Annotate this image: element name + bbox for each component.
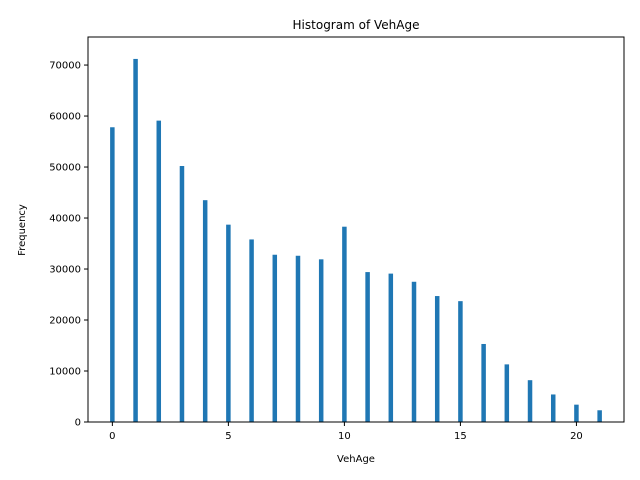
y-tick-label: 20000	[49, 316, 81, 327]
y-axis-ticks: 0 10000 20000 30000 40000 50000 60000 70000	[49, 61, 88, 429]
y-tick-label: 10000	[49, 367, 81, 378]
bar-vehage-3	[179, 166, 185, 422]
bar-vehage-19	[550, 394, 556, 422]
bar-vehage-1	[133, 58, 138, 423]
bar-vehage-18	[527, 380, 533, 422]
bar-vehage-5	[226, 224, 231, 422]
y-tick-label: 0	[75, 418, 81, 429]
bar-vehage-14	[434, 296, 440, 422]
bar-vehage-8	[295, 255, 301, 422]
y-tick-label: 30000	[49, 265, 81, 276]
chart-title: Histogram of VehAge	[293, 18, 420, 32]
bars-group	[110, 58, 602, 423]
bar-vehage-16	[481, 343, 486, 422]
x-tick-label: 15	[454, 431, 467, 442]
bar-vehage-15	[458, 301, 463, 422]
y-axis-label: Frequency	[17, 204, 28, 256]
y-tick-label: 50000	[49, 163, 81, 174]
y-tick-label: 60000	[49, 112, 81, 123]
bar-vehage-12	[388, 273, 394, 422]
x-tick-label: 20	[570, 431, 583, 442]
x-tick-label: 5	[225, 431, 231, 442]
x-tick-label: 0	[109, 431, 115, 442]
bar-vehage-2	[156, 120, 162, 422]
bar-vehage-9	[318, 259, 324, 422]
x-axis-label: VehAge	[337, 454, 375, 465]
bar-vehage-0	[110, 127, 115, 422]
bar-vehage-7	[272, 254, 278, 422]
bar-vehage-20	[574, 404, 579, 422]
bar-vehage-17	[504, 364, 510, 422]
plot-frame	[87, 36, 625, 423]
x-tick-label: 10	[338, 431, 351, 442]
x-axis-ticks: 0 5 10 15 20	[109, 422, 583, 442]
bar-vehage-4	[202, 200, 208, 422]
bar-vehage-11	[365, 272, 370, 422]
bar-vehage-10	[342, 226, 347, 422]
bar-vehage-6	[249, 239, 254, 422]
bar-vehage-13	[411, 281, 417, 422]
y-tick-label: 70000	[49, 61, 81, 72]
y-tick-label: 40000	[49, 214, 81, 225]
bar-vehage-21	[597, 410, 602, 422]
